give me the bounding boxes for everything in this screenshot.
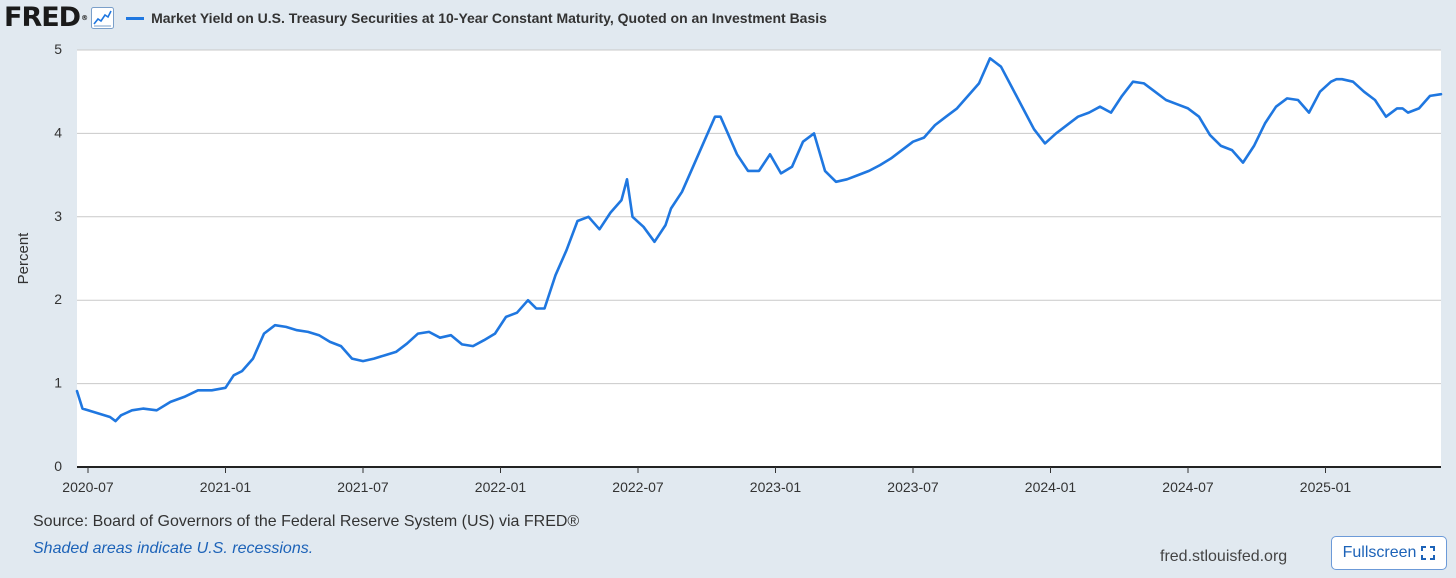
x-tick-label: 2024-07 <box>1162 479 1214 495</box>
x-tick-label: 2023-01 <box>750 479 802 495</box>
y-tick-label: 0 <box>54 458 62 474</box>
site-url[interactable]: fred.stlouisfed.org <box>1160 548 1288 565</box>
y-tick-label: 4 <box>54 124 62 140</box>
fullscreen-label: Fullscreen <box>1342 544 1417 561</box>
plot-area <box>77 50 1441 467</box>
line-chart: 0 1 2 3 4 5 Percent 2020-07 2021-01 2021-07 2022-0… <box>15 41 1443 495</box>
x-tick-label: 2024-01 <box>1025 479 1077 495</box>
y-tick-label: 1 <box>54 375 62 391</box>
legend-label: Market Yield on U.S. Treasury Securities… <box>151 10 827 26</box>
chart-header: FRED® Market Yield on U.S. Treasury Secu… <box>4 4 827 32</box>
fred-logo[interactable]: FRED® <box>4 2 88 33</box>
x-tick-label: 2021-01 <box>200 479 252 495</box>
fullscreen-button[interactable]: Fullscreen <box>1331 536 1447 570</box>
legend-swatch <box>126 16 145 20</box>
y-tick-label: 2 <box>54 291 62 307</box>
x-tick-label: 2022-07 <box>612 479 664 495</box>
fred-logo-text: FRED <box>4 2 81 33</box>
source-text: Source: Board of Governors of the Federa… <box>33 513 580 530</box>
x-tick-label: 2022-01 <box>475 479 527 495</box>
x-tick-label: 2023-07 <box>887 479 939 495</box>
y-tick-label: 3 <box>54 208 62 224</box>
y-axis-title: Percent <box>15 232 32 285</box>
series-line[interactable] <box>75 56 1443 423</box>
recession-note: Shaded areas indicate U.S. recessions. <box>33 540 314 557</box>
fred-logo-registered: ® <box>81 14 88 22</box>
x-tick-label: 2025-01 <box>1300 479 1352 495</box>
x-tick-label: 2021-07 <box>337 479 389 495</box>
expand-icon <box>1421 546 1436 560</box>
chart-type-icon[interactable] <box>91 7 115 29</box>
x-tick-label: 2020-07 <box>62 479 114 495</box>
y-tick-label: 5 <box>54 41 62 57</box>
legend[interactable]: Market Yield on U.S. Treasury Securities… <box>126 10 827 26</box>
